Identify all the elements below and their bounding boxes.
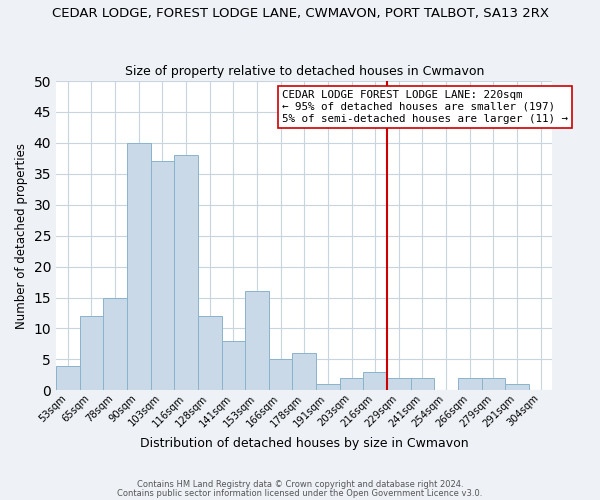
Bar — [174, 156, 198, 390]
Bar — [198, 316, 221, 390]
Bar — [151, 162, 174, 390]
Bar — [505, 384, 529, 390]
Title: Size of property relative to detached houses in Cwmavon: Size of property relative to detached ho… — [125, 66, 484, 78]
Bar — [269, 360, 292, 390]
Bar — [127, 143, 151, 390]
Bar — [56, 366, 80, 390]
Bar — [221, 341, 245, 390]
Bar — [410, 378, 434, 390]
Bar — [458, 378, 482, 390]
Bar — [245, 292, 269, 390]
Bar — [103, 298, 127, 390]
Bar — [387, 378, 410, 390]
Bar — [364, 372, 387, 390]
Bar — [80, 316, 103, 390]
Y-axis label: Number of detached properties: Number of detached properties — [15, 142, 28, 328]
X-axis label: Distribution of detached houses by size in Cwmavon: Distribution of detached houses by size … — [140, 437, 469, 450]
Bar — [340, 378, 364, 390]
Text: CEDAR LODGE FOREST LODGE LANE: 220sqm
← 95% of detached houses are smaller (197): CEDAR LODGE FOREST LODGE LANE: 220sqm ← … — [282, 90, 568, 124]
Bar — [316, 384, 340, 390]
Text: Contains public sector information licensed under the Open Government Licence v3: Contains public sector information licen… — [118, 488, 482, 498]
Bar — [292, 353, 316, 391]
Text: Contains HM Land Registry data © Crown copyright and database right 2024.: Contains HM Land Registry data © Crown c… — [137, 480, 463, 489]
Text: CEDAR LODGE, FOREST LODGE LANE, CWMAVON, PORT TALBOT, SA13 2RX: CEDAR LODGE, FOREST LODGE LANE, CWMAVON,… — [52, 8, 548, 20]
Bar — [482, 378, 505, 390]
